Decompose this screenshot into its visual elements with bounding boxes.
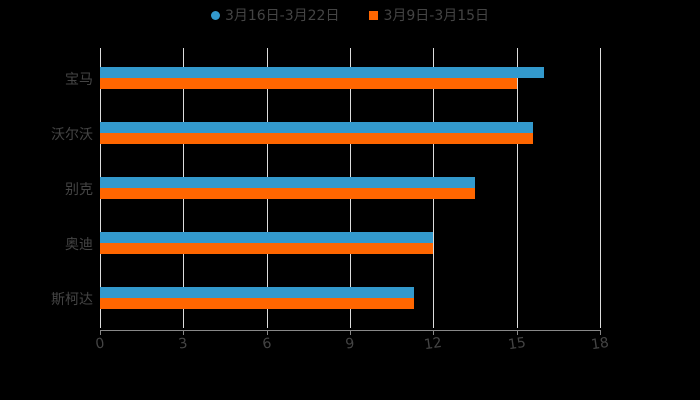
- category-label: 奥迪: [65, 237, 93, 253]
- axis-tick: [516, 330, 518, 335]
- category-label: 斯柯达: [51, 292, 93, 308]
- axis-tick-label: 3: [177, 335, 189, 353]
- x-axis: [100, 330, 600, 331]
- gridline: [516, 48, 518, 328]
- axis-tick: [100, 330, 101, 335]
- category-label: 别克: [65, 182, 93, 198]
- axis-tick: [350, 330, 351, 335]
- axis-tick: [183, 330, 185, 335]
- axis-tick-label: 9: [344, 335, 356, 353]
- axis-tick: [266, 330, 268, 335]
- axis-tick-label: 18: [590, 334, 610, 354]
- bar[interactable]: [100, 67, 545, 78]
- axis-tick-label: 6: [261, 335, 273, 353]
- legend-label: 3月9日-3月15日: [383, 8, 490, 24]
- legend-item-week2[interactable]: 3月16日-3月22日: [210, 5, 340, 25]
- bar[interactable]: [100, 188, 475, 199]
- axis-tick: [600, 330, 601, 335]
- legend-label: 3月16日-3月22日: [224, 8, 340, 24]
- axis-tick: [433, 330, 435, 335]
- chart-legend: 3月16日-3月22日 3月9日-3月15日: [0, 5, 700, 25]
- legend-dot-icon: [210, 10, 220, 20]
- gridline: [600, 48, 601, 328]
- bar[interactable]: [100, 133, 534, 144]
- bar[interactable]: [100, 232, 434, 243]
- category-label: 沃尔沃: [51, 127, 93, 143]
- axis-tick-label: 15: [506, 334, 527, 354]
- bar[interactable]: [100, 78, 517, 89]
- legend-square-icon: [369, 10, 379, 20]
- bar[interactable]: [100, 122, 534, 133]
- axis-tick-label: 12: [423, 334, 444, 354]
- bar[interactable]: [100, 243, 434, 254]
- bar[interactable]: [100, 298, 414, 309]
- bar[interactable]: [100, 177, 475, 188]
- axis-tick-label: 0: [94, 335, 106, 353]
- legend-item-week1[interactable]: 3月9日-3月15日: [369, 5, 489, 25]
- category-label: 宝马: [65, 72, 93, 88]
- bar[interactable]: [100, 287, 414, 298]
